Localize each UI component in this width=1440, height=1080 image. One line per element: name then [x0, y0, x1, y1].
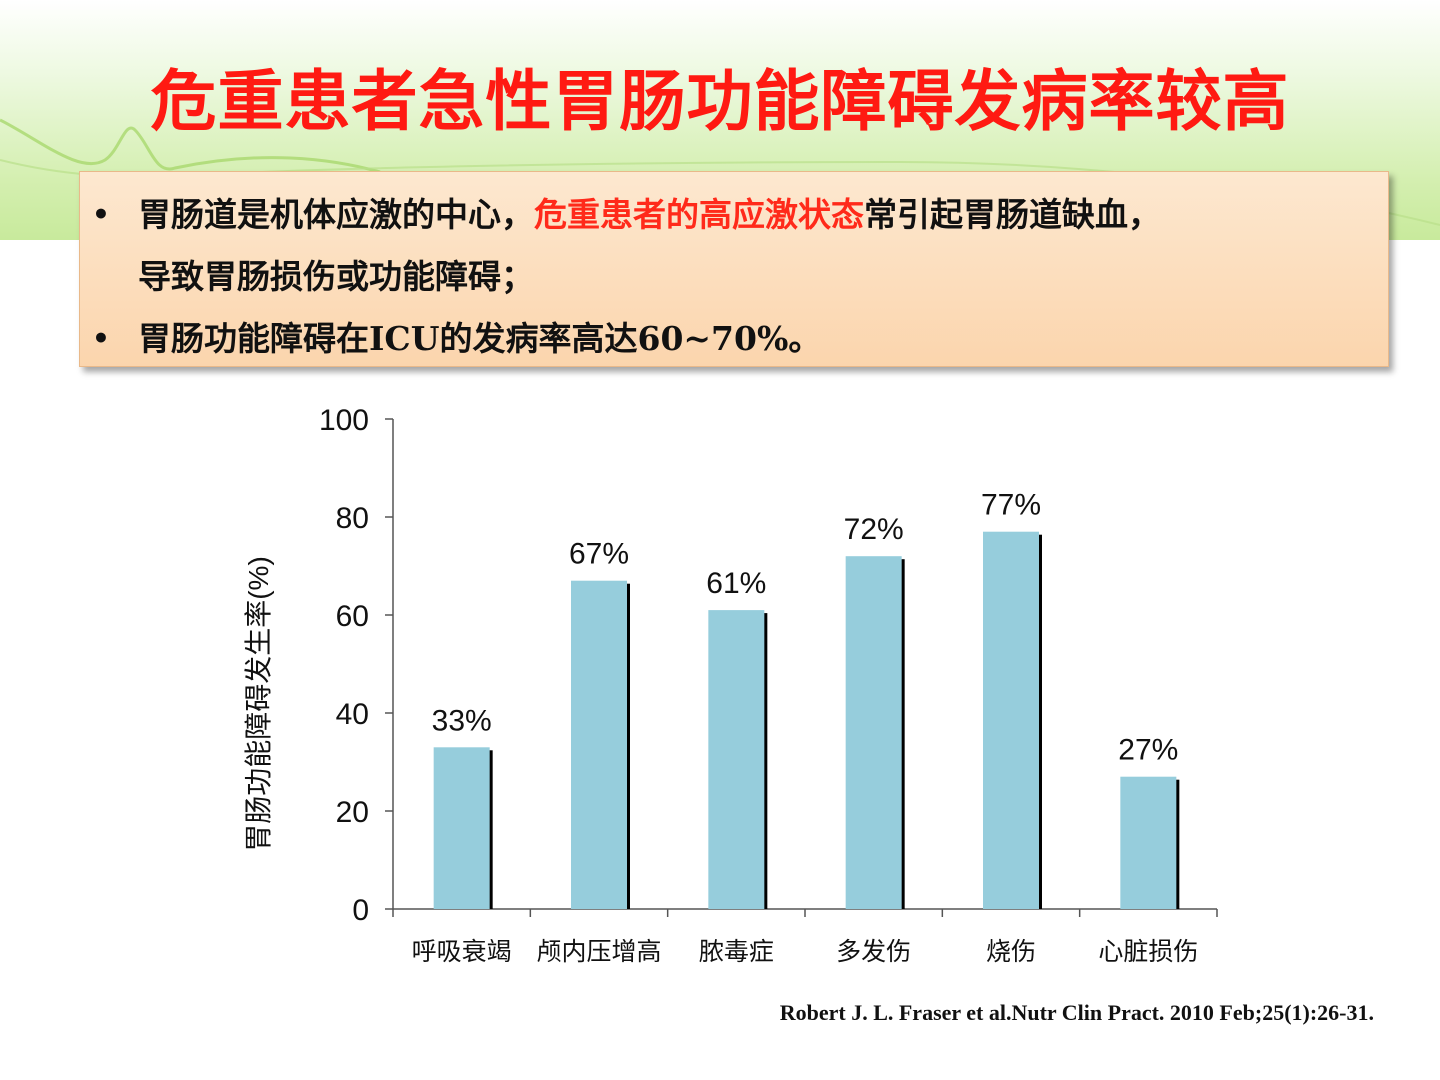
bullet-1-part2: 常引起胃肠道缺血，	[864, 195, 1161, 234]
y-tick-label: 60	[336, 600, 369, 633]
bar-data-label: 72%	[844, 513, 904, 546]
bullet-box: • 胃肠道是机体应激的中心，危重患者的高应激状态常引起胃肠道缺血， 导致胃肠损伤…	[79, 171, 1389, 367]
bar	[433, 747, 490, 909]
bullet-1-highlight: 危重患者的高应激状态	[534, 195, 864, 234]
bullet-2-text: 胃肠功能障碍在ICU的发病率高达60~70%。	[138, 319, 822, 358]
y-tick-label: 0	[352, 894, 369, 927]
slide-title: 危重患者急性胃肠功能障碍发病率较高	[150, 63, 1290, 140]
bar-data-label: 77%	[981, 489, 1041, 522]
y-tick-label: 40	[336, 698, 369, 731]
bullet-dot-icon: •	[92, 322, 110, 355]
bar	[708, 610, 765, 909]
bar-data-label: 61%	[706, 567, 766, 600]
y-axis-label: 胃肠功能障碍发生率(%)	[243, 556, 274, 852]
bar-data-label: 33%	[432, 704, 492, 737]
bar-data-label: 67%	[569, 538, 629, 571]
citation: Robert J. L. Fraser et al.Nutr Clin Prac…	[779, 1000, 1374, 1025]
bar	[571, 580, 627, 909]
bullet-1-part1: 胃肠道是机体应激的中心，	[138, 195, 534, 234]
bar-chart: 0 20 40 60 80 100 胃肠功能障碍发生率(%) 33% 呼吸衰竭 67% 颅内压增高 6…	[243, 404, 1218, 966]
bar	[1120, 776, 1177, 909]
bar	[983, 531, 1039, 909]
y-tick-label: 100	[319, 404, 369, 437]
bullet-1-line-2: 导致胃肠损伤或功能障碍；	[138, 257, 534, 296]
x-category-label: 多发伤	[836, 938, 911, 966]
bullet-dot-icon: •	[92, 198, 110, 231]
plot-area: 0 20 40 60 80 100 胃肠功能障碍发生率(%) 33% 呼吸衰竭 67% 颅内压增高 6…	[243, 404, 1218, 966]
y-tick-label: 80	[336, 502, 369, 535]
bullet-1-line-1: 胃肠道是机体应激的中心，危重患者的高应激状态常引起胃肠道缺血，	[138, 184, 1161, 246]
bar-data-label: 27%	[1118, 734, 1178, 767]
x-category-label: 烧伤	[986, 938, 1036, 966]
x-category-label: 颅内压增高	[536, 938, 661, 966]
x-category-label: 脓毒症	[699, 938, 774, 966]
y-tick-label: 20	[336, 796, 369, 829]
x-category-label: 呼吸衰竭	[412, 938, 512, 966]
x-category-label: 心脏损伤	[1098, 938, 1198, 966]
bar	[845, 556, 902, 909]
